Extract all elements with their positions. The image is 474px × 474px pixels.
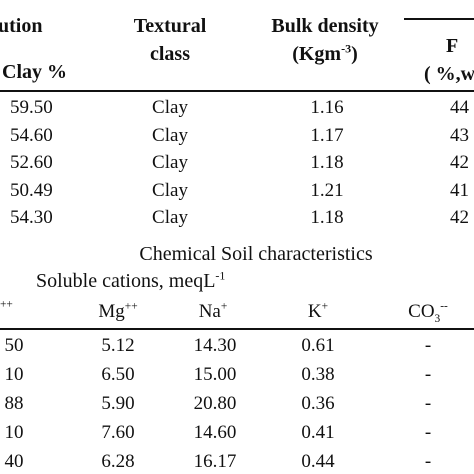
textural-class-cell: Clay [152,179,188,201]
k-label: K [307,301,322,322]
bulk-density-unit: (Kgm [292,43,342,65]
bulk-density-cell: 1.16 [310,97,344,118]
top-right-rule [404,18,474,20]
col0-cation-cell: 10 [4,422,24,443]
bulk-density-unit-close: ) [351,43,358,65]
k-cell: 0.41 [301,422,335,443]
col4-value-cell: 41 [450,179,469,201]
k-cell: 0.61 [301,335,335,356]
col0-cation-cell: 10 [4,364,24,385]
co3-cell: - [424,451,432,472]
na-cell: 16.17 [193,451,237,472]
header-bottom-rule [0,90,474,92]
co3-subscript: 3 [434,312,441,325]
mg-cell: 6.28 [101,451,135,472]
col0-cation-header: ++ [0,298,13,319]
k-header: K+ [307,300,329,322]
na-cell: 15.00 [193,364,237,385]
k-cell: 0.36 [301,393,335,414]
k-cell: 0.38 [301,364,335,385]
soluble-cations-text: Soluble cations, meqL [36,270,216,292]
col4-value-cell: 42 [450,207,469,228]
na-cell: 14.30 [193,335,237,356]
co3-cell: - [424,335,432,356]
textural-class-cell: Clay [152,207,188,228]
textural-class-cell: Clay [152,124,188,146]
textural-class-cell: Clay [152,97,188,118]
bulk-density-unit-exponent: -3 [341,41,352,56]
mg-cell: 5.90 [101,393,135,414]
clay-percent-cell: 52.60 [10,152,53,173]
chemical-section-title: Chemical Soil characteristics [139,243,373,265]
mg-header: Mg++ [98,300,138,322]
col4-value-cell: 42 [450,152,469,173]
chemical-header-rule [0,328,474,330]
col1-header-top: ution [0,15,43,37]
co3-cell: - [424,422,432,443]
texture-header-line1: Textural [133,15,207,37]
na-header: Na+ [198,300,228,322]
mg-cell: 6.50 [101,364,135,385]
col4-value-cell: 43 [450,124,469,146]
soluble-cations-label: Soluble cations, meqL-1 [36,268,226,292]
col0-cation-cell: 88 [4,393,24,414]
na-cell: 14.60 [193,422,237,443]
bulk-density-header-line2: (Kgm-3) [292,41,358,65]
clay-percent-cell: 59.50 [10,97,53,118]
co3-header: CO3-- [408,300,448,325]
co3-label: CO [408,301,435,322]
col0-cation-cell: 40 [4,451,24,472]
mg-cell: 5.12 [101,335,135,356]
k-cell: 0.44 [301,451,335,472]
bulk-density-cell: 1.18 [310,152,344,173]
mg-cell: 7.60 [101,422,135,443]
k-charge: + [321,300,329,313]
mg-label: Mg [98,301,125,322]
co3-charge: -- [440,300,448,313]
bulk-density-header-line1: Bulk density [271,15,379,37]
textural-class-cell: Clay [152,152,188,173]
co3-cell: - [424,364,432,385]
soluble-cations-unit-exponent: -1 [215,268,226,283]
col4-value-cell: 44 [450,97,469,118]
co3-cell: - [424,393,432,414]
bulk-density-cell: 1.21 [310,179,344,201]
na-charge: + [220,300,228,313]
bulk-density-cell: 1.18 [310,207,344,228]
col0-cation-cell: 50 [4,335,24,356]
col0-cation-charge: ++ [0,298,13,311]
col4-header-sub: ( %,w [424,63,474,85]
clay-percent-cell: 54.30 [10,207,53,228]
col1-header-sub: Clay % [2,61,67,83]
na-cell: 20.80 [193,393,237,414]
clay-percent-cell: 54.60 [10,124,53,146]
clay-percent-cell: 50.49 [10,179,53,201]
mg-charge: ++ [124,300,138,313]
texture-header-line2: class [150,43,190,65]
bulk-density-cell: 1.17 [310,124,344,146]
na-label: Na [198,301,221,322]
col4-header-top: F [446,35,459,57]
